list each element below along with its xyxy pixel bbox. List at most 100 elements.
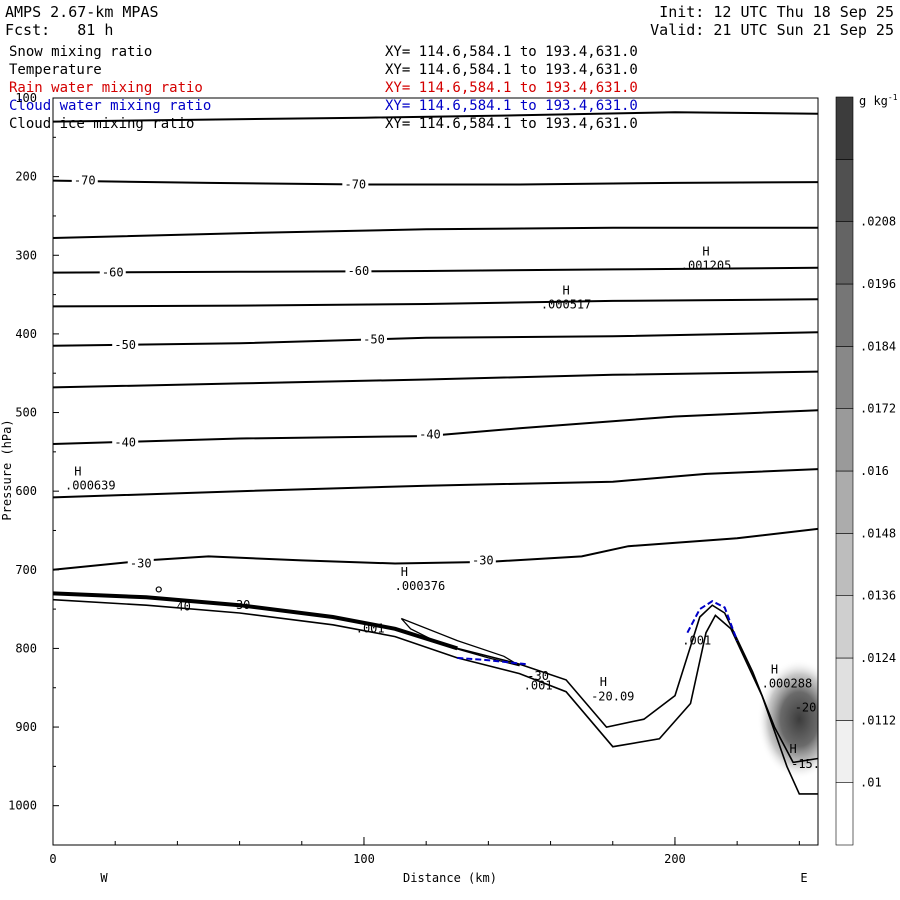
colorbar-level-label: .0196	[860, 277, 896, 291]
y-axis-label: Pressure (hPa)	[0, 419, 14, 520]
colorbar-level-label: .016	[860, 464, 889, 478]
colorbar-level-label: .0124	[860, 651, 896, 665]
cloud-water-contour	[686, 600, 739, 641]
contour-annotation: 40	[176, 600, 190, 614]
colorbar-bin	[835, 408, 854, 472]
y-tick-label: 600	[15, 484, 37, 498]
isotherm-label: -60	[348, 264, 370, 278]
field-xy-snow: XY= 114.6,584.1 to 193.4,631.0	[385, 44, 638, 60]
isotherm-label-bg	[71, 173, 98, 187]
contour-annotation: .000376	[395, 579, 446, 593]
cloud-water-contour-small	[457, 656, 526, 666]
colorbar-bin	[835, 470, 854, 534]
field-xy-cloud-water: XY= 114.6,584.1 to 193.4,631.0	[385, 98, 638, 114]
terrain-dense-band	[53, 591, 458, 651]
snow-shading	[757, 659, 818, 780]
isotherm-label-bg	[112, 337, 139, 351]
isotherm-label-bg	[127, 556, 154, 570]
isotherm-label-bg	[342, 177, 369, 191]
isotherm-line	[53, 111, 818, 123]
isotherm-label-bg	[99, 265, 126, 279]
colorbar-bin	[835, 221, 854, 285]
terrain-upper	[53, 592, 818, 764]
x-tick-label: 200	[664, 852, 686, 866]
y-tick-label: 700	[15, 563, 37, 577]
forecast-hour: Fcst: 81 h	[5, 21, 114, 39]
isotherm-label: -70	[344, 177, 366, 191]
y-tick-label: 500	[15, 406, 37, 420]
isotherm-label: -40	[114, 435, 136, 449]
field-name-rain: Rain water mixing ratio	[9, 80, 203, 96]
isotherm-label-bg	[416, 427, 443, 441]
contour-annotation: .001	[356, 622, 385, 636]
terrain-lower	[53, 598, 818, 795]
isotherm-label: -30	[130, 556, 152, 570]
valid-time: Valid: 21 UTC Sun 21 Sep 25	[650, 21, 894, 39]
contour-annotation: .001	[524, 678, 553, 692]
y-tick-label: 200	[15, 170, 37, 184]
colorbar-bin	[835, 346, 854, 409]
isotherm-line	[53, 298, 818, 308]
y-tick-label: 900	[15, 720, 37, 734]
isotherm-label-bg	[469, 553, 496, 567]
colorbar-bin	[835, 159, 854, 222]
isotherm-line	[53, 468, 818, 499]
y-tick-label: 800	[15, 641, 37, 655]
colorbar-bin	[835, 657, 854, 721]
contour-annotation: .000517	[541, 298, 592, 312]
isotherm-label: -50	[114, 338, 136, 352]
contour-annotation: H	[771, 663, 778, 677]
model-title: AMPS 2.67-km MPAS	[5, 3, 159, 21]
colorbar-bin	[835, 533, 854, 596]
contour-annotation: H	[790, 742, 797, 756]
contour-annotation: .001	[682, 633, 711, 647]
contour-annotation: .001205	[681, 258, 732, 272]
colorbar-bin	[835, 720, 854, 783]
isotherm-line	[53, 409, 818, 445]
contour-annotation: H	[74, 464, 81, 478]
y-tick-label: 100	[15, 91, 37, 105]
contour-annotation: -15.	[791, 757, 820, 771]
field-xy-cloud-ice: XY= 114.6,584.1 to 193.4,631.0	[385, 116, 638, 132]
isotherm-label: -70	[74, 174, 96, 188]
field-xy-rain: XY= 114.6,584.1 to 193.4,631.0	[385, 80, 638, 96]
contour-annotation: -30	[527, 669, 549, 683]
contour-annotation: H	[562, 284, 569, 298]
small-contour-marker	[155, 586, 162, 593]
colorbar-bin	[835, 595, 854, 659]
isotherm-line	[53, 370, 818, 389]
colorbar-unit-exponent: -1	[888, 93, 898, 102]
colorbar-level-label: .0136	[860, 589, 896, 603]
field-name-cloud-water: Cloud water mixing ratio	[9, 98, 212, 114]
contour-annotation: H	[401, 565, 408, 579]
contour-annotation: H	[702, 244, 709, 258]
isotherm-label-bg	[360, 332, 387, 346]
isotherm-label: -60	[102, 266, 124, 280]
isotherm-label-bg	[112, 435, 139, 449]
colorbar-level-label: .0148	[860, 526, 896, 540]
colorbar-level-label: .0184	[860, 339, 896, 353]
colorbar-level-label: .0112	[860, 713, 896, 727]
colorbar-bin	[835, 283, 854, 347]
y-tick-label: 1000	[8, 799, 37, 813]
y-tick-label: 400	[15, 327, 37, 341]
field-xy-temperature: XY= 114.6,584.1 to 193.4,631.0	[385, 62, 638, 78]
contour-annotation: -20	[795, 700, 817, 714]
field-name-temperature: Temperature	[9, 62, 102, 78]
colorbar: .01 .0112 .0124 .0136 .0148 .016 .0172 .0184 .01…	[835, 96, 896, 846]
x-tick-label: 0	[49, 852, 56, 866]
colorbar-level-label: .0208	[860, 215, 896, 229]
isotherm-line	[53, 226, 818, 239]
east-label: E	[800, 871, 807, 885]
isotherm-line	[53, 527, 818, 571]
contour-annotation: -20.09	[591, 689, 634, 703]
y-tick-label: 300	[15, 248, 37, 262]
isotherm-label: -50	[363, 332, 385, 346]
colorbar-level-label: .01	[860, 776, 882, 790]
colorbar-bin	[835, 96, 854, 160]
plot-frame	[52, 97, 819, 846]
isotherm-label: -30	[472, 553, 494, 567]
colorbar-bin	[835, 782, 854, 846]
contour-annotation: .000288	[762, 677, 813, 691]
